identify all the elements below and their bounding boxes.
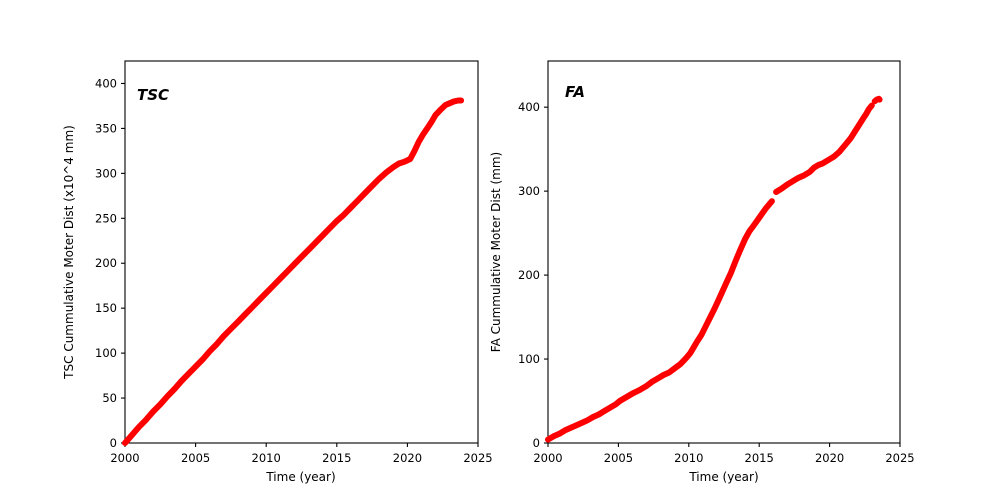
fa-axes-frame: [547, 60, 901, 444]
fa-y-tick-label: 200: [518, 268, 540, 282]
tsc-y-tick-label: 200: [95, 256, 117, 270]
tsc-panel-label: TSC: [137, 86, 169, 104]
fa-y-tick-label: 100: [518, 352, 540, 366]
fa-x-tick-label: 2010: [674, 451, 703, 465]
tsc-y-tick-label: 150: [95, 301, 117, 315]
tsc-x-tick-label: 2000: [110, 451, 139, 465]
tsc-y-tick-label: 400: [95, 76, 117, 90]
fa-x-axis-label: Time (year): [688, 470, 758, 484]
fa-x-tick-label: 2005: [604, 451, 633, 465]
fa-x-tick-label: 2025: [885, 451, 914, 465]
tsc-x-tick-label: 2005: [181, 451, 210, 465]
fa-data-series: [545, 198, 775, 443]
tsc-y-axis-label: TSC Cummulative Moter Dist (x10^4 mm): [62, 125, 76, 380]
fa-y-tick-label: 0: [533, 436, 540, 450]
fa-panel-label: FA: [565, 83, 585, 101]
fa-x-tick-label: 2020: [815, 451, 844, 465]
tsc-x-axis-label: Time (year): [265, 470, 335, 484]
fa-x-tick-label: 2000: [533, 451, 562, 465]
tsc-data-series: [122, 97, 465, 446]
tsc-y-tick-label: 300: [95, 166, 117, 180]
fa-x-tick-label: 2015: [745, 451, 774, 465]
tsc-axes-frame: [124, 60, 479, 444]
tsc-y-tick-label: 50: [102, 391, 117, 405]
tsc-y-tick-label: 350: [95, 121, 117, 135]
fa-y-tick-label: 400: [518, 100, 540, 114]
tsc-y-tick-label: 0: [110, 436, 117, 450]
fa-y-tick-label: 300: [518, 184, 540, 198]
fa-y-axis-label: FA Cummulative Moter Dist (mm): [489, 152, 503, 352]
tsc-x-tick-label: 2010: [252, 451, 281, 465]
tsc-x-tick-label: 2025: [463, 451, 492, 465]
tsc-x-tick-label: 2015: [322, 451, 351, 465]
tsc-x-tick-label: 2020: [393, 451, 422, 465]
tsc-y-tick-label: 100: [95, 346, 117, 360]
fa-data-series: [773, 102, 875, 195]
fa-data-series: [871, 95, 883, 105]
tsc-y-tick-label: 250: [95, 211, 117, 225]
